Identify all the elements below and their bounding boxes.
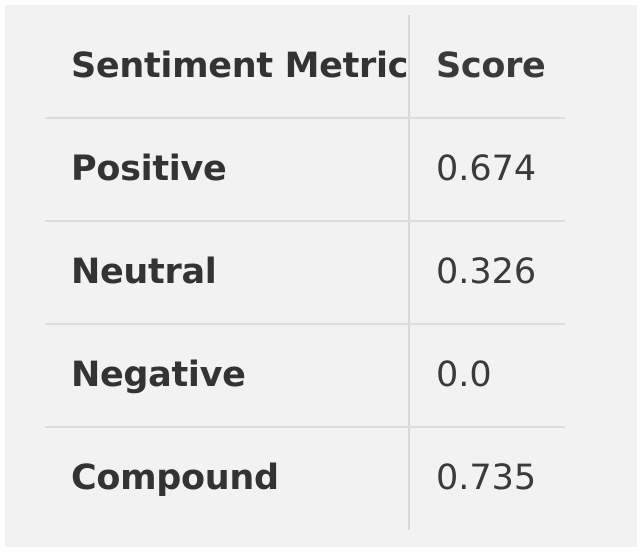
column-divider: [408, 15, 410, 530]
metric-cell: Negative: [71, 355, 246, 395]
metric-cell: Positive: [71, 149, 227, 189]
header-score: Score: [436, 46, 546, 86]
row-divider: [45, 117, 565, 119]
header-metric: Sentiment Metric: [71, 46, 409, 86]
row-divider: [45, 220, 565, 222]
sentiment-table: Sentiment Metric Score Positive 0.674 Ne…: [45, 15, 565, 530]
row-divider: [45, 323, 565, 325]
score-cell: 0.326: [436, 252, 537, 292]
table-header-row: Sentiment Metric Score: [45, 15, 565, 118]
metric-cell: Compound: [71, 458, 279, 498]
score-cell: 0.674: [436, 149, 537, 189]
table-row: Negative 0.0: [45, 324, 565, 427]
table-row: Neutral 0.326: [45, 221, 565, 324]
score-cell: 0.0: [436, 355, 492, 395]
table-row: Positive 0.674: [45, 118, 565, 221]
sentiment-panel: Sentiment Metric Score Positive 0.674 Ne…: [5, 5, 637, 547]
row-divider: [45, 426, 565, 428]
table-row: Compound 0.735: [45, 427, 565, 530]
score-cell: 0.735: [436, 458, 537, 498]
metric-cell: Neutral: [71, 252, 217, 292]
